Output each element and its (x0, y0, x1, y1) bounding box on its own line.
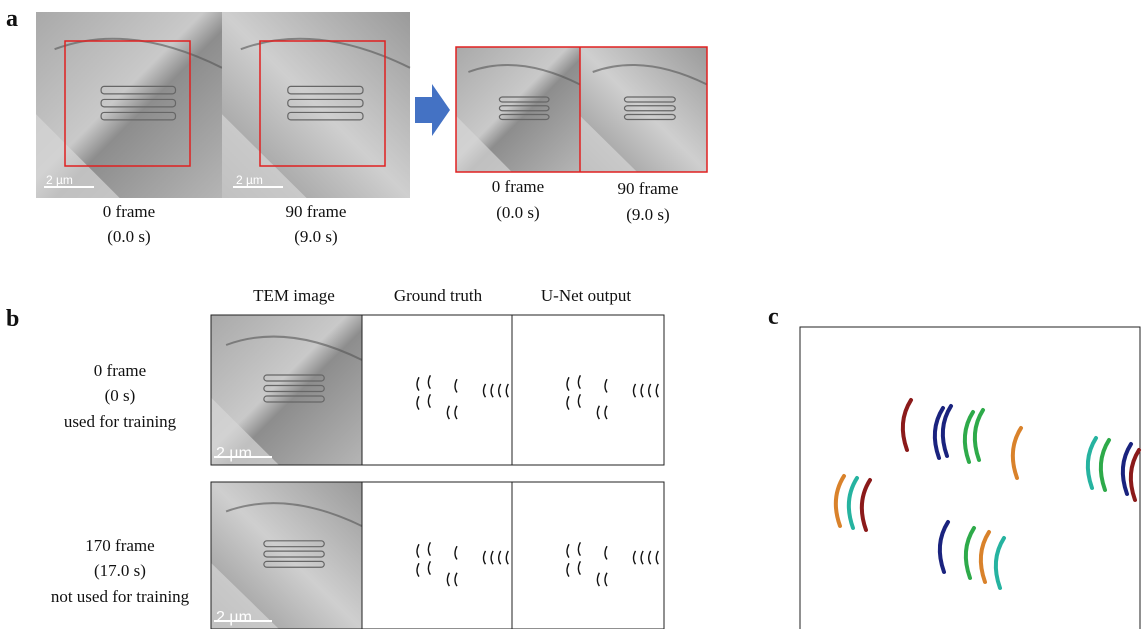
segment-arc (567, 563, 569, 576)
segment-arc (491, 551, 493, 564)
scale-label: 2 µm (46, 173, 73, 187)
segment-arc (428, 375, 430, 388)
segment-arc (649, 384, 651, 397)
segment-arc (597, 573, 599, 586)
segment-arc (428, 561, 430, 574)
column-header: U-Net output (541, 286, 631, 305)
segment-arc (506, 384, 508, 397)
row-label: (0 s) (105, 386, 136, 405)
segment-arc (447, 573, 449, 586)
scale-label: 2 µm (236, 173, 263, 187)
segment-arc (447, 406, 449, 419)
segment-arc (578, 394, 580, 407)
segment-arc (455, 406, 457, 419)
segment-arc (491, 384, 493, 397)
segment-arc (649, 551, 651, 564)
segment-arc (499, 384, 501, 397)
column-header: TEM image (253, 286, 335, 305)
segment-arc (417, 396, 419, 409)
segment-arc (484, 551, 486, 564)
panel-label: b (6, 306, 19, 332)
segment-arc (605, 573, 607, 586)
segment-arc (578, 542, 580, 555)
segment-arc (455, 573, 457, 586)
segment-arc (578, 561, 580, 574)
row-label: 170 frame (85, 536, 154, 555)
segment-arc (417, 377, 419, 390)
segment-arc (428, 394, 430, 407)
caption: (0.0 s) (496, 203, 539, 222)
segment-arc (597, 406, 599, 419)
caption: (9.0 s) (294, 227, 337, 246)
caption: 0 frame (103, 202, 155, 221)
panel-label: a (6, 6, 18, 32)
segment-arc (567, 544, 569, 557)
caption: (0.0 s) (107, 227, 150, 246)
arrow (415, 84, 450, 136)
row-label: not used for training (51, 587, 190, 606)
row-label: used for training (64, 412, 177, 431)
caption: 90 frame (286, 202, 347, 221)
segment-arc (484, 384, 486, 397)
column-header: Ground truth (394, 286, 483, 305)
segment-arc (641, 551, 643, 564)
segment-arc (417, 563, 419, 576)
segment-arc (428, 542, 430, 555)
scale-label: 2 µm (216, 445, 252, 462)
segment-arc (455, 546, 457, 559)
segment-arc (499, 551, 501, 564)
segment-arc (641, 384, 643, 397)
segment-arc (605, 406, 607, 419)
figure: a 2 µm 2 µm 0 frame (0.0 s) 90 frame (9.… (0, 0, 1144, 629)
segment-arc (567, 396, 569, 409)
row-label: 0 frame (94, 361, 146, 380)
segment-arc (605, 379, 607, 392)
segment-arc (578, 375, 580, 388)
segment-arc (605, 546, 607, 559)
caption: (9.0 s) (626, 205, 669, 224)
caption: 90 frame (618, 179, 679, 198)
segment-arc (417, 544, 419, 557)
segment-arc (634, 384, 636, 397)
segment-arc (634, 551, 636, 564)
caption: 0 frame (492, 177, 544, 196)
panel-label: c (768, 304, 779, 330)
segment-arc (455, 379, 457, 392)
segment-arc (506, 551, 508, 564)
row-label: (17.0 s) (94, 561, 146, 580)
scale-label: 2 µm (216, 609, 252, 626)
segment-arc (656, 551, 658, 564)
segment-arc (567, 377, 569, 390)
layout (36, 12, 1140, 629)
segment-arc (656, 384, 658, 397)
